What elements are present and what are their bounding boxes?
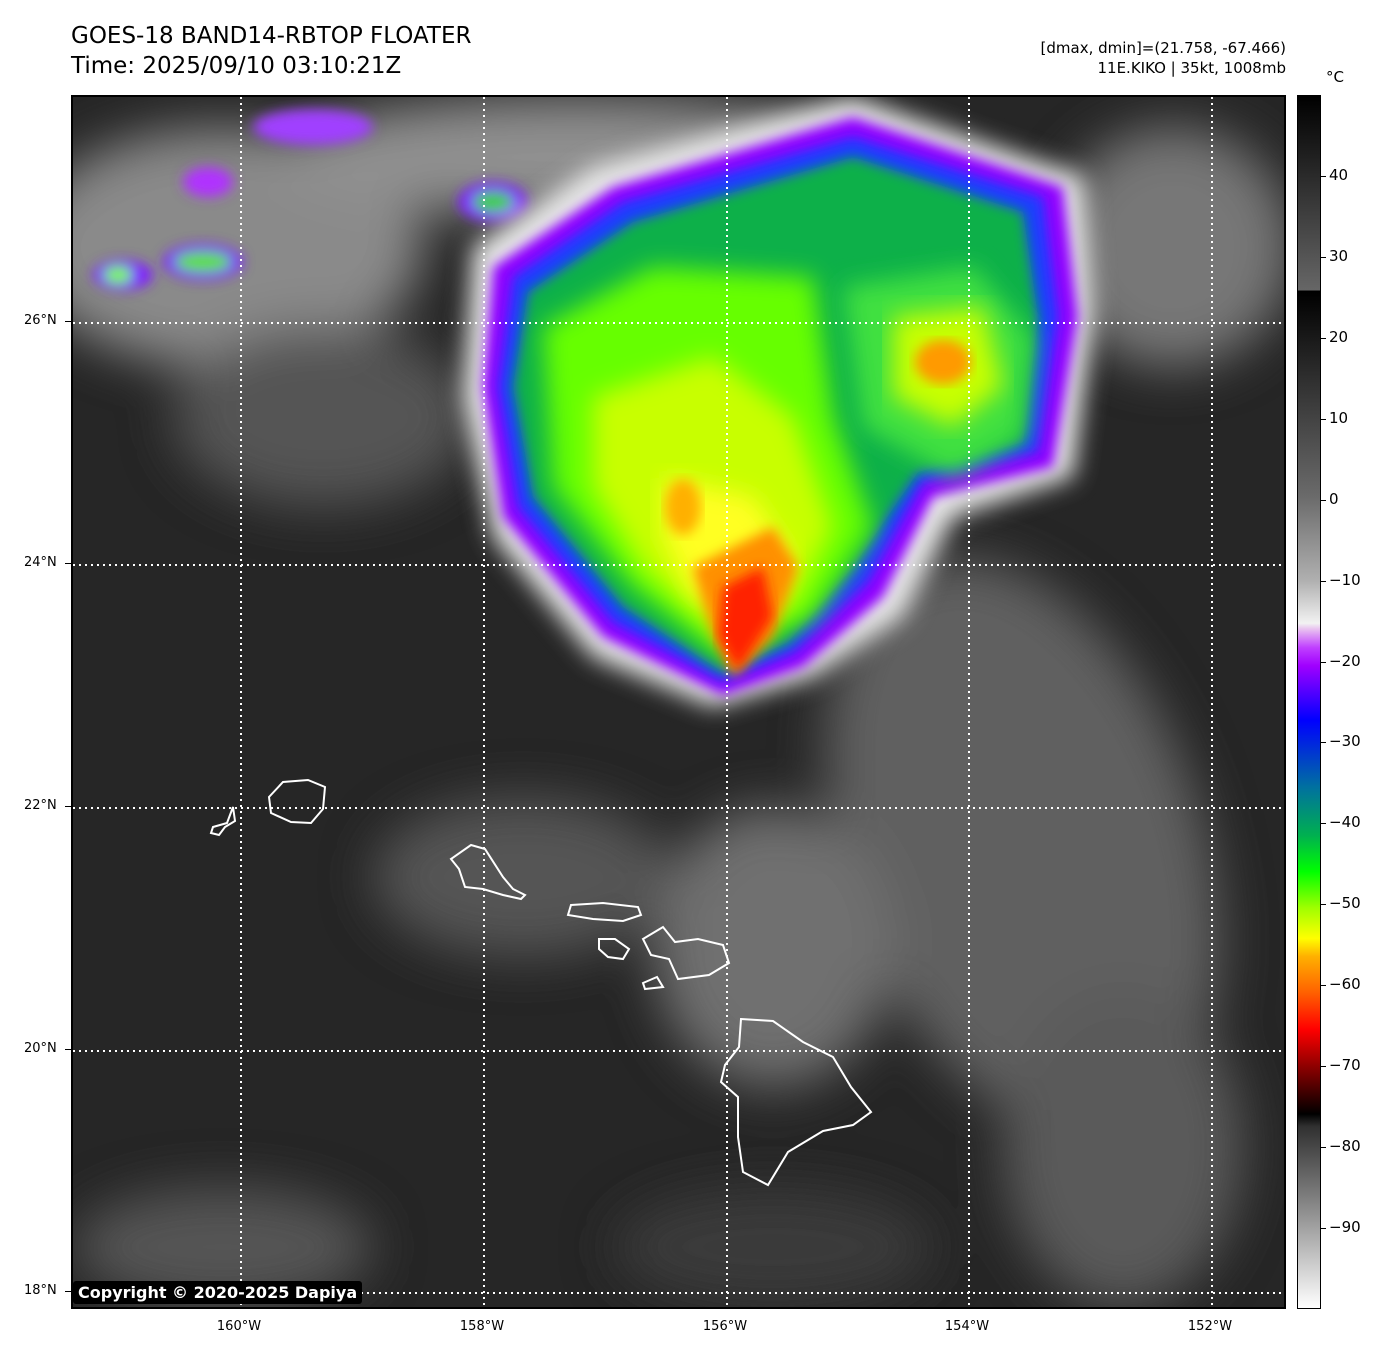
colorbar-tick xyxy=(1321,742,1326,744)
colorbar-tick-label: −10 xyxy=(1329,570,1361,589)
storm-info: 11E.KIKO | 35kt, 1008mb xyxy=(1097,59,1286,77)
colorbar-tick-label: −30 xyxy=(1329,732,1361,751)
lat-label-20n: 20°N xyxy=(24,1041,57,1056)
colorbar-tick xyxy=(1321,337,1326,339)
lat-label-22n: 22°N xyxy=(24,798,57,813)
colorbar-tick xyxy=(1321,499,1326,501)
colorbar-tick xyxy=(1321,580,1326,582)
northwest-convection xyxy=(93,109,528,290)
data-range: [dmax, dmin]=(21.758, -67.466) xyxy=(1040,39,1286,57)
colorbar-tick-label: −50 xyxy=(1329,894,1361,913)
background-clouds xyxy=(73,97,1284,1307)
satellite-map[interactable] xyxy=(71,95,1286,1309)
colorbar-tick-label: −20 xyxy=(1329,651,1361,670)
kauai-island xyxy=(267,778,327,825)
colorbar-tick xyxy=(1321,418,1326,420)
niihau-island xyxy=(209,806,237,837)
molokai-island xyxy=(566,901,643,923)
colorbar-tick-label: 30 xyxy=(1329,246,1349,265)
lat-tick xyxy=(65,563,71,564)
colorbar-tick-label: −80 xyxy=(1329,1137,1361,1156)
lat-tick xyxy=(65,1049,71,1050)
lon-label-160w: 160°W xyxy=(216,1319,262,1334)
big-island xyxy=(719,1017,873,1187)
colorbar-unit: °C xyxy=(1326,68,1344,86)
lon-label-154w: 154°W xyxy=(944,1319,990,1334)
colorbar-tick xyxy=(1321,256,1326,258)
oahu-island xyxy=(449,843,527,901)
maui-island xyxy=(641,925,731,981)
temperature-colorbar xyxy=(1297,95,1321,1309)
colorbar-tick-label: −60 xyxy=(1329,975,1361,994)
colorbar-tick-label: −40 xyxy=(1329,813,1361,832)
colorbar-tick xyxy=(1321,1147,1326,1149)
satellite-imagery xyxy=(73,97,1284,1307)
colorbar-tick-label: −90 xyxy=(1329,1218,1361,1237)
kahoolawe-island xyxy=(641,975,665,991)
gridlines xyxy=(73,97,1284,1307)
lat-tick xyxy=(65,321,71,322)
timestamp: Time: 2025/09/10 03:10:21Z xyxy=(71,53,402,79)
colorbar-tick xyxy=(1321,1066,1326,1068)
lat-tick xyxy=(65,1291,71,1292)
chart-title: GOES-18 BAND14-RBTOP FLOATER xyxy=(71,23,472,49)
lon-label-152w: 152°W xyxy=(1187,1319,1233,1334)
colorbar-tick xyxy=(1321,823,1326,825)
lat-tick xyxy=(65,806,71,807)
hawaii-coastlines xyxy=(209,778,873,1187)
colorbar-tick xyxy=(1321,904,1326,906)
colorbar-tick-label: 10 xyxy=(1329,408,1349,427)
colorbar-tick xyxy=(1321,985,1326,987)
lanai-island xyxy=(598,938,631,961)
lat-label-18n: 18°N xyxy=(24,1283,57,1298)
colorbar-tick-label: 20 xyxy=(1329,327,1349,346)
colorbar-tick xyxy=(1321,1228,1326,1230)
lon-label-156w: 156°W xyxy=(702,1319,748,1334)
colorbar-tick-label: −70 xyxy=(1329,1056,1361,1075)
lat-label-24n: 24°N xyxy=(24,555,57,570)
colorbar-tick-label: 0 xyxy=(1329,489,1339,508)
colorbar-tick xyxy=(1321,175,1326,177)
copyright-label: Copyright © 2020-2025 Dapiya xyxy=(73,1281,363,1304)
colorbar-tick-label: 40 xyxy=(1329,165,1349,184)
lon-label-158w: 158°W xyxy=(459,1319,505,1334)
lat-label-26n: 26°N xyxy=(24,313,57,328)
colorbar-tick xyxy=(1321,661,1326,663)
